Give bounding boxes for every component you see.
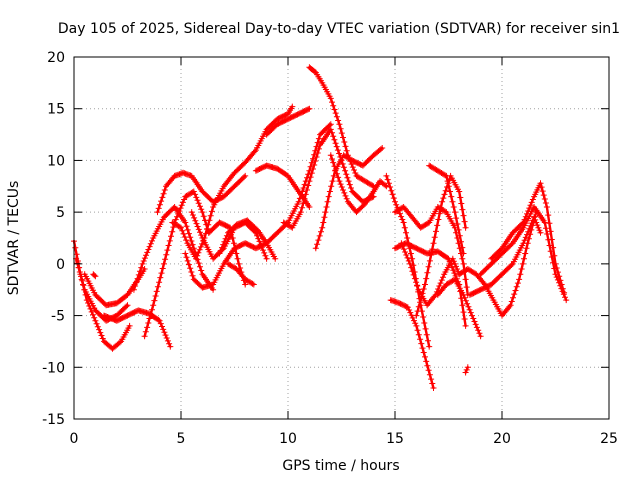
series-markers bbox=[434, 276, 484, 340]
series-arc-21 bbox=[392, 204, 471, 298]
y-axis-label: SDTVAR / TECUs bbox=[6, 181, 22, 296]
series-arc-7 bbox=[154, 169, 249, 216]
series-arc-6 bbox=[130, 204, 217, 293]
series-arc-3 bbox=[101, 307, 174, 350]
series-markers bbox=[90, 271, 99, 280]
series-arc-29 bbox=[466, 214, 544, 298]
series-arc-32 bbox=[462, 364, 471, 376]
series-arc-16 bbox=[280, 126, 377, 231]
series-arc-25 bbox=[413, 172, 469, 319]
series-arc-31 bbox=[488, 180, 568, 296]
series-markers bbox=[398, 240, 463, 309]
series-arc-1 bbox=[71, 238, 133, 352]
series-markers bbox=[312, 145, 386, 252]
series-arc-24 bbox=[398, 240, 463, 309]
y-tick-label: -15 bbox=[42, 412, 65, 428]
series-markers bbox=[263, 105, 313, 138]
chart-title: Day 105 of 2025, Sidereal Day-to-day VTE… bbox=[58, 21, 620, 37]
series-markers bbox=[466, 214, 544, 298]
series-trace bbox=[190, 210, 268, 260]
tick-layer: -15 -10 -5 0 5 10 15 20 0 5 10 15 20 25 bbox=[42, 50, 618, 447]
series-markers bbox=[477, 204, 570, 304]
series-trace bbox=[393, 205, 469, 297]
x-tick-label: 25 bbox=[600, 431, 618, 447]
series-arc-8 bbox=[169, 103, 296, 262]
series-markers bbox=[327, 152, 390, 216]
series-arc-15 bbox=[263, 105, 313, 138]
series-arc-19 bbox=[327, 152, 390, 216]
y-tick-label: -5 bbox=[51, 309, 65, 325]
y-tick-label: 15 bbox=[47, 102, 65, 118]
series-arc-27 bbox=[434, 276, 484, 340]
series-arc-26 bbox=[426, 162, 467, 257]
series-arc-13 bbox=[225, 260, 257, 288]
x-tick-label: 10 bbox=[279, 431, 297, 447]
y-tick-label: 5 bbox=[56, 205, 65, 221]
series-arc-12 bbox=[216, 217, 279, 262]
x-tick-label: 20 bbox=[493, 431, 511, 447]
series-arc-28 bbox=[456, 209, 540, 319]
series-arc-18 bbox=[312, 145, 386, 252]
series-markers bbox=[71, 238, 133, 352]
y-tick-label: 10 bbox=[47, 153, 65, 169]
series-markers bbox=[488, 180, 568, 296]
x-tick-label: 15 bbox=[386, 431, 404, 447]
x-tick-label: 5 bbox=[177, 431, 186, 447]
series-markers bbox=[73, 255, 131, 324]
series-markers bbox=[306, 64, 377, 190]
series-markers bbox=[426, 162, 467, 257]
series-arc-22 bbox=[387, 297, 437, 391]
series-markers bbox=[141, 188, 212, 340]
y-tick-label: 20 bbox=[47, 50, 65, 66]
series-arc-30 bbox=[477, 204, 570, 304]
series-trace bbox=[282, 128, 375, 229]
series-markers bbox=[280, 126, 377, 231]
x-tick-label: 0 bbox=[70, 431, 79, 447]
series-markers bbox=[216, 217, 279, 262]
series-trace bbox=[308, 66, 375, 188]
series-markers bbox=[225, 260, 257, 288]
x-axis-label: GPS time / hours bbox=[282, 458, 399, 474]
y-tick-label: -10 bbox=[42, 360, 65, 376]
series-markers bbox=[462, 364, 471, 376]
series-markers bbox=[387, 297, 437, 391]
y-tick-label: 0 bbox=[56, 257, 65, 273]
series-trace bbox=[156, 171, 247, 214]
series-arc-5 bbox=[141, 188, 212, 340]
plot-frame bbox=[73, 56, 610, 420]
series-arc-17 bbox=[306, 64, 377, 190]
data-layer bbox=[71, 64, 570, 391]
series-markers bbox=[413, 172, 469, 319]
series-arc-20 bbox=[383, 172, 433, 350]
series-markers bbox=[101, 307, 174, 350]
series-arc-33 bbox=[90, 271, 99, 280]
series-markers bbox=[169, 103, 296, 262]
series-arc-2 bbox=[73, 255, 131, 324]
